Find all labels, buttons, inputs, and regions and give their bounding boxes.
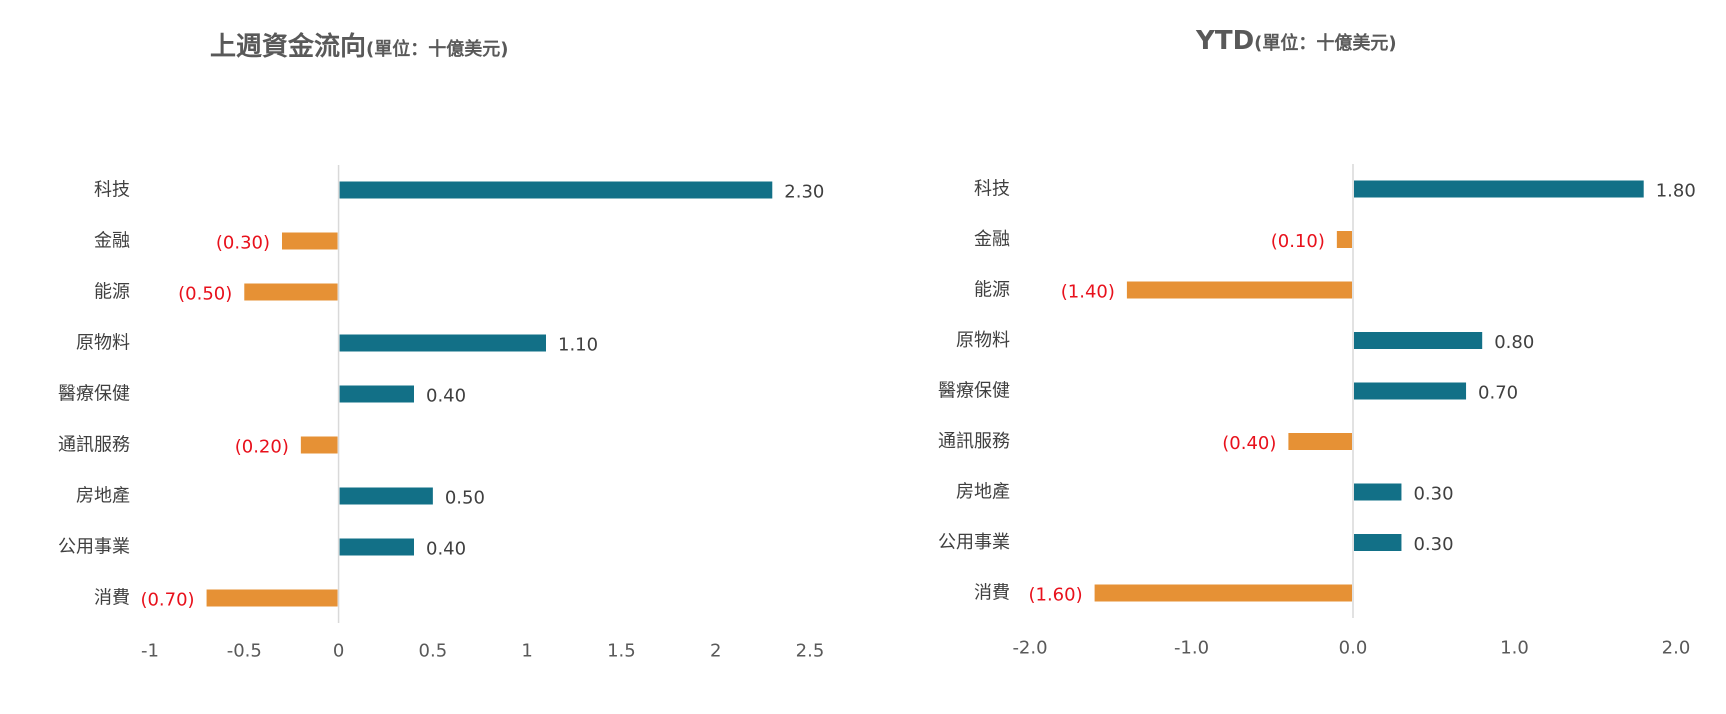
data-label: 0.80 <box>1494 332 1534 353</box>
data-label: 1.80 <box>1656 181 1696 202</box>
data-label: 0.40 <box>426 539 466 560</box>
data-label: 0.70 <box>1478 383 1518 404</box>
category-label: 消費 <box>94 588 130 609</box>
category-label: 房地產 <box>956 482 1010 503</box>
data-label: 0.30 <box>1413 484 1453 505</box>
data-label: 2.30 <box>784 182 824 203</box>
category-label: 醫療保健 <box>938 381 1010 402</box>
bar-positive <box>339 487 433 505</box>
data-label: (0.10) <box>1271 231 1325 252</box>
bar-negative <box>1094 584 1352 602</box>
data-label: 1.10 <box>558 335 598 356</box>
x-tick-label: 2.5 <box>796 641 825 662</box>
bar-positive <box>339 181 773 199</box>
x-tick-label: 1 <box>521 641 532 662</box>
category-label: 通訊服務 <box>58 435 130 456</box>
data-label: (0.40) <box>1222 433 1276 454</box>
bar-positive <box>1354 534 1402 551</box>
bar-negative <box>1336 231 1352 248</box>
x-tick-label: 2.0 <box>1662 638 1691 659</box>
bar-negative <box>1126 281 1352 299</box>
category-label: 醫療保健 <box>58 384 130 405</box>
category-label: 金融 <box>94 231 130 252</box>
x-tick-label: 0.0 <box>1339 638 1368 659</box>
category-label: 原物料 <box>956 330 1010 351</box>
x-tick-label: 0 <box>333 641 344 662</box>
chart-title-main: 上週資金流向 <box>210 32 367 62</box>
x-tick-label: -0.5 <box>227 641 262 662</box>
data-label: (0.20) <box>235 437 289 458</box>
category-label: 通訊服務 <box>938 431 1010 452</box>
data-label: 0.30 <box>1413 534 1453 555</box>
x-tick-label: -1.0 <box>1174 638 1209 659</box>
chart-ytd-flow: YTD(單位：十億美元) 科技 1.80 金融 (0.10) 能源 (1.40) 原物料 0.… <box>880 0 1726 714</box>
bar-positive <box>339 334 546 352</box>
bar-negative <box>206 589 338 607</box>
category-label: 公用事業 <box>938 532 1010 553</box>
chart-title-main: YTD <box>1196 26 1255 56</box>
chart-weekly-flow: 上週資金流向(單位：十億美元) 科技 2.30 金融 (0.30) 能源 (0.50) 原物… <box>58 26 825 662</box>
data-label: (0.30) <box>216 233 270 254</box>
bar-negative <box>300 436 338 454</box>
bar-positive <box>1354 332 1483 349</box>
category-label: 公用事業 <box>58 537 130 558</box>
bar-negative <box>1288 433 1352 450</box>
bar-negative <box>282 232 338 250</box>
x-tick-label: 1.5 <box>607 641 636 662</box>
x-tick-label: 1.0 <box>1500 638 1529 659</box>
x-tick-label: -1 <box>141 641 159 662</box>
chart-title-unit: (單位：十億美元) <box>366 39 509 60</box>
category-label: 原物料 <box>76 333 130 354</box>
data-label: (1.40) <box>1061 282 1115 303</box>
chart-plot-area: 科技 2.30 金融 (0.30) 能源 (0.50) 原物料 1.10 醫療保健 0.40 通訊服… <box>58 165 825 662</box>
bar-positive <box>339 538 414 556</box>
data-label: 0.50 <box>445 488 485 509</box>
bar-negative <box>244 283 338 301</box>
x-tick-label: -2.0 <box>1012 638 1047 659</box>
data-label: 0.40 <box>426 386 466 407</box>
bar-positive <box>1354 483 1402 501</box>
category-label: 科技 <box>94 180 130 201</box>
category-label: 能源 <box>974 280 1010 301</box>
data-label: (1.60) <box>1028 585 1082 606</box>
category-label: 科技 <box>974 179 1010 200</box>
chart-title-unit: (單位：十億美元) <box>1254 33 1397 54</box>
data-label: (0.70) <box>140 590 194 611</box>
category-label: 消費 <box>974 583 1010 604</box>
x-tick-label: 0.5 <box>419 641 448 662</box>
bar-positive <box>1354 382 1467 400</box>
category-label: 房地產 <box>76 486 130 507</box>
category-label: 能源 <box>94 282 130 303</box>
bar-positive <box>1354 180 1644 198</box>
category-label: 金融 <box>974 229 1010 250</box>
chart-title: YTD(單位：十億美元) <box>1196 26 1397 56</box>
x-tick-label: 2 <box>710 641 721 662</box>
chart-title: 上週資金流向(單位：十億美元) <box>210 26 508 63</box>
data-label: (0.50) <box>178 284 232 305</box>
chart-plot-area: 科技 1.80 金融 (0.10) 能源 (1.40) 原物料 0.80 醫療保健 0.70 通訊服… <box>938 164 1696 659</box>
bar-positive <box>339 385 414 403</box>
